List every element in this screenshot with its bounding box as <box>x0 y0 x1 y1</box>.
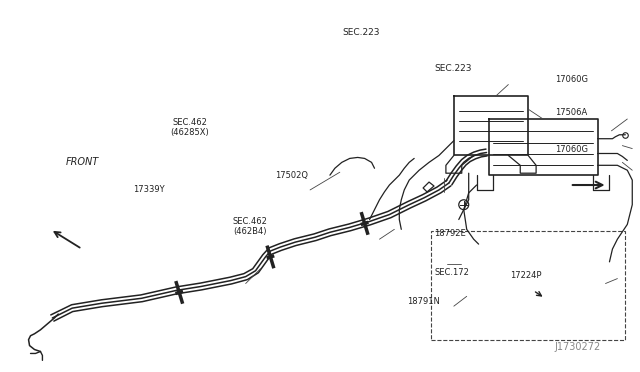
Text: 17502Q: 17502Q <box>276 170 308 180</box>
Text: J1730272: J1730272 <box>555 342 601 352</box>
Text: 17339Y: 17339Y <box>133 185 164 194</box>
Text: SEC.223: SEC.223 <box>342 28 380 36</box>
Text: 17060G: 17060G <box>555 145 588 154</box>
Text: 18792E: 18792E <box>434 229 466 238</box>
Text: SEC.172: SEC.172 <box>434 267 469 277</box>
Text: SEC.462
(462B4): SEC.462 (462B4) <box>233 217 268 236</box>
Text: SEC.462
(46285X): SEC.462 (46285X) <box>171 118 209 137</box>
Text: 17060G: 17060G <box>555 75 588 84</box>
Text: 18791N: 18791N <box>408 297 440 306</box>
Text: 17506A: 17506A <box>555 108 587 117</box>
Text: 17224P: 17224P <box>510 271 542 280</box>
Text: SEC.223: SEC.223 <box>434 64 472 73</box>
Bar <box>431 231 625 340</box>
Text: FRONT: FRONT <box>66 157 99 167</box>
